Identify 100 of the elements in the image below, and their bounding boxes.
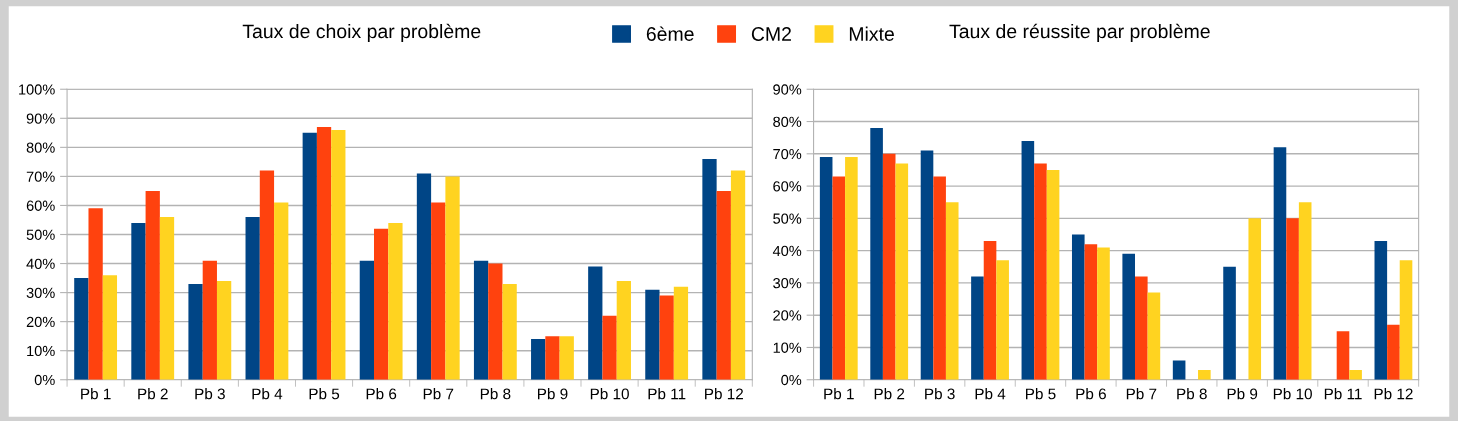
bar <box>1122 253 1136 380</box>
bar <box>88 208 103 380</box>
bar <box>1349 370 1362 380</box>
bar <box>730 170 746 380</box>
bar <box>359 260 375 380</box>
y-tick-label: 80% <box>26 142 55 153</box>
bar <box>1374 240 1388 380</box>
bar <box>331 129 346 380</box>
y-tick-label: 50% <box>26 229 55 240</box>
bar <box>673 286 689 380</box>
bar <box>445 176 460 380</box>
x-tick-label: Pb 11 <box>1324 388 1362 400</box>
bar <box>416 173 432 380</box>
x-tick-label: Pb 9 <box>538 388 568 400</box>
bar <box>1223 266 1236 380</box>
bar <box>659 295 674 380</box>
bar <box>920 150 934 380</box>
legend-label: CM2 <box>751 27 791 41</box>
bar <box>559 336 574 380</box>
bar <box>1071 234 1085 380</box>
x-tick-label: Pb 10 <box>590 388 629 400</box>
bar <box>545 336 560 380</box>
x-tick-label: Pb 3 <box>925 388 955 400</box>
y-tick-label: 80% <box>773 116 802 127</box>
bar <box>845 157 858 380</box>
y-tick-label: 30% <box>26 287 55 299</box>
x-tick-label: Pb 6 <box>1076 388 1106 400</box>
bar <box>1336 331 1350 380</box>
bar <box>473 260 489 380</box>
y-tick-label: 20% <box>773 310 802 321</box>
bar <box>1172 360 1186 380</box>
bar <box>316 127 332 380</box>
x-tick-label: Pb 2 <box>138 388 168 400</box>
bar <box>882 153 896 380</box>
x-tick-label: Pb 3 <box>195 388 225 400</box>
bar <box>1034 163 1047 380</box>
x-tick-label: Pb 12 <box>1374 388 1413 400</box>
y-tick-label: 60% <box>26 200 55 211</box>
bar <box>1248 218 1262 380</box>
bar <box>302 132 317 380</box>
x-tick-label: Pb 12 <box>705 388 743 400</box>
bar <box>388 222 403 380</box>
bar <box>933 176 946 380</box>
bar <box>588 266 603 380</box>
x-tick-label: Pb 10 <box>1273 388 1312 400</box>
x-tick-label: Pb 7 <box>423 388 454 400</box>
x-tick-label: Pb 8 <box>1177 388 1207 400</box>
bar <box>996 260 1009 380</box>
bar <box>188 283 203 380</box>
bar <box>832 176 846 380</box>
x-tick-label: Pb 6 <box>366 388 397 400</box>
x-tick-label: Pb 9 <box>1227 388 1258 400</box>
x-tick-label: Pb 4 <box>252 388 283 400</box>
y-tick-label: 60% <box>773 181 802 192</box>
bar <box>716 190 731 380</box>
y-tick-label: 20% <box>26 316 55 328</box>
bar <box>531 339 546 380</box>
x-tick-label: Pb 5 <box>309 388 340 400</box>
bar <box>602 315 617 380</box>
chart-title: Taux de réussite par problème <box>949 23 1210 43</box>
bar <box>102 275 118 380</box>
y-tick-label: 40% <box>26 258 55 269</box>
bar <box>870 127 883 380</box>
bar <box>1286 218 1299 380</box>
bar <box>1298 202 1312 380</box>
y-tick-label: 10% <box>773 342 802 353</box>
y-tick-label: 70% <box>26 171 55 182</box>
y-tick-label: 70% <box>773 148 802 160</box>
bar <box>145 190 160 380</box>
x-tick-label: Pb 8 <box>480 388 511 400</box>
bar <box>502 283 517 380</box>
y-tick-label: 90% <box>773 84 802 95</box>
x-tick-label: Pb 2 <box>874 388 905 400</box>
x-tick-label: Pb 1 <box>824 388 854 400</box>
x-tick-label: Pb 1 <box>81 388 111 400</box>
bar <box>488 263 503 380</box>
x-tick-label: Pb 7 <box>1126 388 1157 400</box>
legend-label: Mixte <box>849 26 894 41</box>
bar <box>645 289 660 380</box>
bar <box>1399 260 1413 380</box>
bar <box>702 158 717 380</box>
bar <box>1046 169 1060 380</box>
y-tick-label: 50% <box>773 213 802 224</box>
bar <box>983 240 997 380</box>
bar <box>159 217 175 380</box>
bar <box>1147 292 1161 380</box>
y-tick-label: 40% <box>772 245 802 257</box>
bar <box>274 202 289 380</box>
legend-label: 6ème <box>646 26 694 41</box>
bar <box>1021 140 1035 380</box>
y-tick-label: 0% <box>34 374 55 386</box>
bar <box>259 170 275 380</box>
y-tick-label: 10% <box>27 345 55 357</box>
chart-title: Taux de choix par problème <box>242 23 481 43</box>
bar <box>131 222 146 380</box>
bar <box>945 202 959 380</box>
bar <box>1097 247 1110 380</box>
y-tick-label: 100% <box>19 84 55 95</box>
bar <box>1273 147 1287 380</box>
bar <box>971 276 984 380</box>
